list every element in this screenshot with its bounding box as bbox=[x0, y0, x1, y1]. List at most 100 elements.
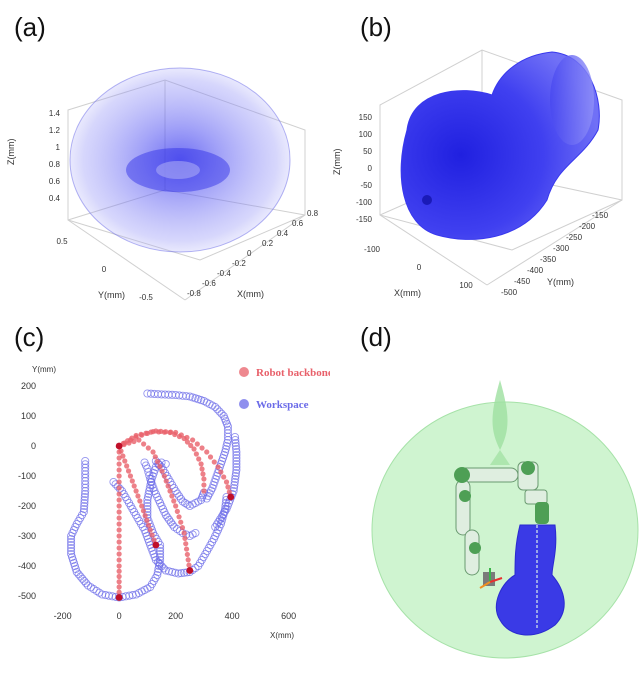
workspace-point bbox=[229, 483, 239, 493]
workspace-point bbox=[230, 477, 239, 487]
backbone-point bbox=[169, 493, 175, 499]
backbone-joint bbox=[115, 442, 123, 450]
workspace-point bbox=[79, 504, 89, 514]
backbone-point bbox=[178, 519, 184, 525]
workspace-point bbox=[163, 513, 172, 522]
workspace-point bbox=[211, 402, 220, 412]
panel-b-z-tick: 150 bbox=[359, 113, 373, 122]
panel-b-x-tick: -100 bbox=[364, 245, 381, 254]
backbone-point bbox=[124, 463, 130, 469]
workspace-point bbox=[164, 567, 173, 576]
backbone-point bbox=[116, 491, 122, 497]
backbone-joint bbox=[115, 594, 123, 601]
workspace-point bbox=[80, 489, 90, 499]
panel-b-xlabel: X(mm) bbox=[394, 288, 421, 298]
backbone-point bbox=[116, 527, 122, 533]
backbone-point bbox=[183, 541, 189, 547]
backbone-point bbox=[147, 527, 153, 533]
chart-c-xtick: 200 bbox=[168, 611, 183, 621]
backbone-point bbox=[120, 453, 126, 459]
workspace-point bbox=[81, 480, 90, 489]
workspace-point bbox=[232, 450, 241, 460]
backbone-point bbox=[186, 562, 192, 568]
workspace-point bbox=[161, 566, 170, 575]
workspace-point bbox=[191, 528, 200, 538]
backbone-point bbox=[137, 498, 143, 504]
backbone-point bbox=[145, 522, 152, 528]
backbone-point bbox=[226, 489, 232, 495]
backbone-point bbox=[116, 515, 122, 521]
backbone-point bbox=[129, 478, 135, 484]
backbone-point bbox=[133, 488, 139, 494]
backbone-joint bbox=[152, 541, 160, 549]
panel-a-z-tick: 1 bbox=[56, 143, 61, 152]
panel-a-z-tick: 1.2 bbox=[49, 126, 61, 135]
backbone-point bbox=[168, 429, 174, 435]
workspace-point bbox=[81, 460, 90, 469]
backbone-point bbox=[167, 488, 173, 494]
panel-a-label: (a) bbox=[14, 12, 46, 42]
workspace-point bbox=[232, 444, 241, 454]
workspace-point bbox=[231, 474, 240, 484]
backbone-point bbox=[157, 463, 163, 469]
panel-a-figure: 1.41.210.80.60.4 Z(mm) 0.50-0.5 Y(mm) 0.… bbox=[6, 67, 319, 302]
panel-a-x-tick: -0.6 bbox=[202, 279, 216, 288]
workspace-point bbox=[143, 495, 152, 505]
chart-c-ytick: -100 bbox=[18, 471, 36, 481]
backbone-point bbox=[184, 439, 191, 445]
workspace-point bbox=[81, 463, 90, 472]
panel-a-x-tick: -0.8 bbox=[187, 289, 201, 298]
backbone-point bbox=[148, 429, 154, 435]
workspace-point bbox=[67, 531, 76, 541]
backbone-point bbox=[116, 551, 122, 557]
workspace-point bbox=[232, 459, 241, 469]
panel-a-z-tick: 0.4 bbox=[49, 194, 61, 203]
panel-b-label: (b) bbox=[360, 12, 392, 42]
backbone-point bbox=[116, 533, 122, 539]
backbone-point bbox=[142, 513, 148, 519]
panel-c-label: (c) bbox=[14, 322, 45, 352]
backbone-point bbox=[116, 461, 122, 467]
workspace-point bbox=[153, 570, 162, 580]
backbone-point bbox=[200, 471, 206, 477]
workspace-point bbox=[67, 543, 76, 553]
backbone-point bbox=[152, 454, 158, 460]
backbone-point bbox=[221, 474, 227, 480]
panel-a-x-tick: 0.6 bbox=[292, 219, 304, 228]
backbone-point bbox=[116, 563, 122, 569]
backbone-point bbox=[173, 429, 179, 436]
workspace-point bbox=[232, 447, 241, 457]
workspace-point bbox=[80, 576, 89, 586]
workspace-point bbox=[177, 569, 186, 578]
backbone-point bbox=[141, 441, 147, 447]
backbone-point bbox=[176, 514, 182, 520]
workspace-point bbox=[232, 462, 241, 472]
workspace-point bbox=[222, 441, 231, 451]
backbone-point bbox=[191, 446, 197, 452]
panel-b-y-tick: -350 bbox=[540, 255, 557, 264]
backbone-point bbox=[139, 503, 145, 509]
backbone-point bbox=[149, 532, 155, 538]
backbone-point bbox=[144, 517, 150, 523]
workspace-point bbox=[109, 477, 118, 487]
panel-a-z-tick: 1.4 bbox=[49, 109, 61, 118]
backbone-point bbox=[116, 579, 122, 585]
panel-c-chart: Y(mm) X(mm) 200 100 0 -100 -200 -300 -400 -500 -… bbox=[18, 365, 333, 640]
backbone-point bbox=[116, 573, 122, 580]
chart-c-ytick: 200 bbox=[21, 381, 36, 391]
workspace-point bbox=[213, 405, 222, 414]
backbone-point bbox=[183, 546, 190, 552]
workspace-point bbox=[174, 569, 183, 578]
backbone-point bbox=[207, 454, 214, 460]
workspace-point bbox=[232, 453, 241, 463]
backbone-point bbox=[116, 568, 122, 574]
workspace-point bbox=[81, 470, 90, 479]
backbone-point bbox=[158, 428, 164, 434]
backbone-point bbox=[225, 484, 231, 490]
backbone-point bbox=[201, 482, 207, 488]
workspace-point bbox=[176, 494, 186, 503]
backbone-point bbox=[163, 478, 169, 484]
chart-c-xlabel: X(mm) bbox=[270, 631, 294, 640]
backbone-point bbox=[116, 521, 122, 527]
backbone-point bbox=[121, 441, 127, 448]
